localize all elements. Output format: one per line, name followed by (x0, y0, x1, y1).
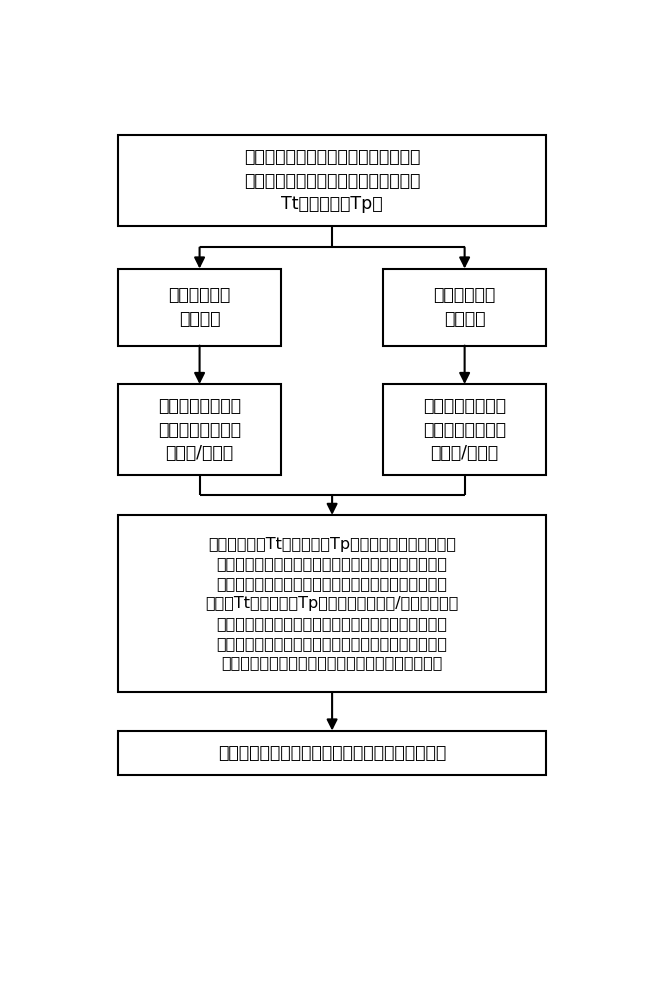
Text: 调节完毕后，重复循环运行，直至空调系统关闭。: 调节完毕后，重复循环运行，直至空调系统关闭。 (218, 744, 446, 762)
Text: 对应的电子膨胀阀
的开度大小及电磁
阀的开/关需求: 对应的电子膨胀阀 的开度大小及电磁 阀的开/关需求 (158, 397, 241, 462)
Bar (118, 269, 281, 346)
Text: 对应的电子膨胀阀
的开度大小及电磁
阀的开/关需求: 对应的电子膨胀阀 的开度大小及电磁 阀的开/关需求 (423, 397, 506, 462)
Text: 在空调系统制冷模式下的室外机运行过
程中，监测获取压缩机当前的排气温度
Tt和排气压力Tp；: 在空调系统制冷模式下的室外机运行过 程中，监测获取压缩机当前的排气温度 Tt和排… (244, 148, 421, 213)
Bar (383, 384, 546, 475)
Text: 对应的排气温
度调节级: 对应的排气温 度调节级 (168, 286, 231, 328)
Bar (118, 135, 546, 226)
Bar (383, 269, 546, 346)
Bar (118, 384, 281, 475)
Bar (118, 731, 546, 775)
Bar (118, 515, 546, 692)
Text: 比较排气温度Tt和排气压力Tp所对应的电子膨胀阀开度
大小以确定两者之间的最大开度作为目标值，从而控制
电子膨胀阀由当前的开度调节至目标值；同时，根据排
气温度: 比较排气温度Tt和排气压力Tp所对应的电子膨胀阀开度 大小以确定两者之间的最大开… (205, 537, 459, 670)
Text: 对应的排气压
力调节级: 对应的排气压 力调节级 (434, 286, 496, 328)
